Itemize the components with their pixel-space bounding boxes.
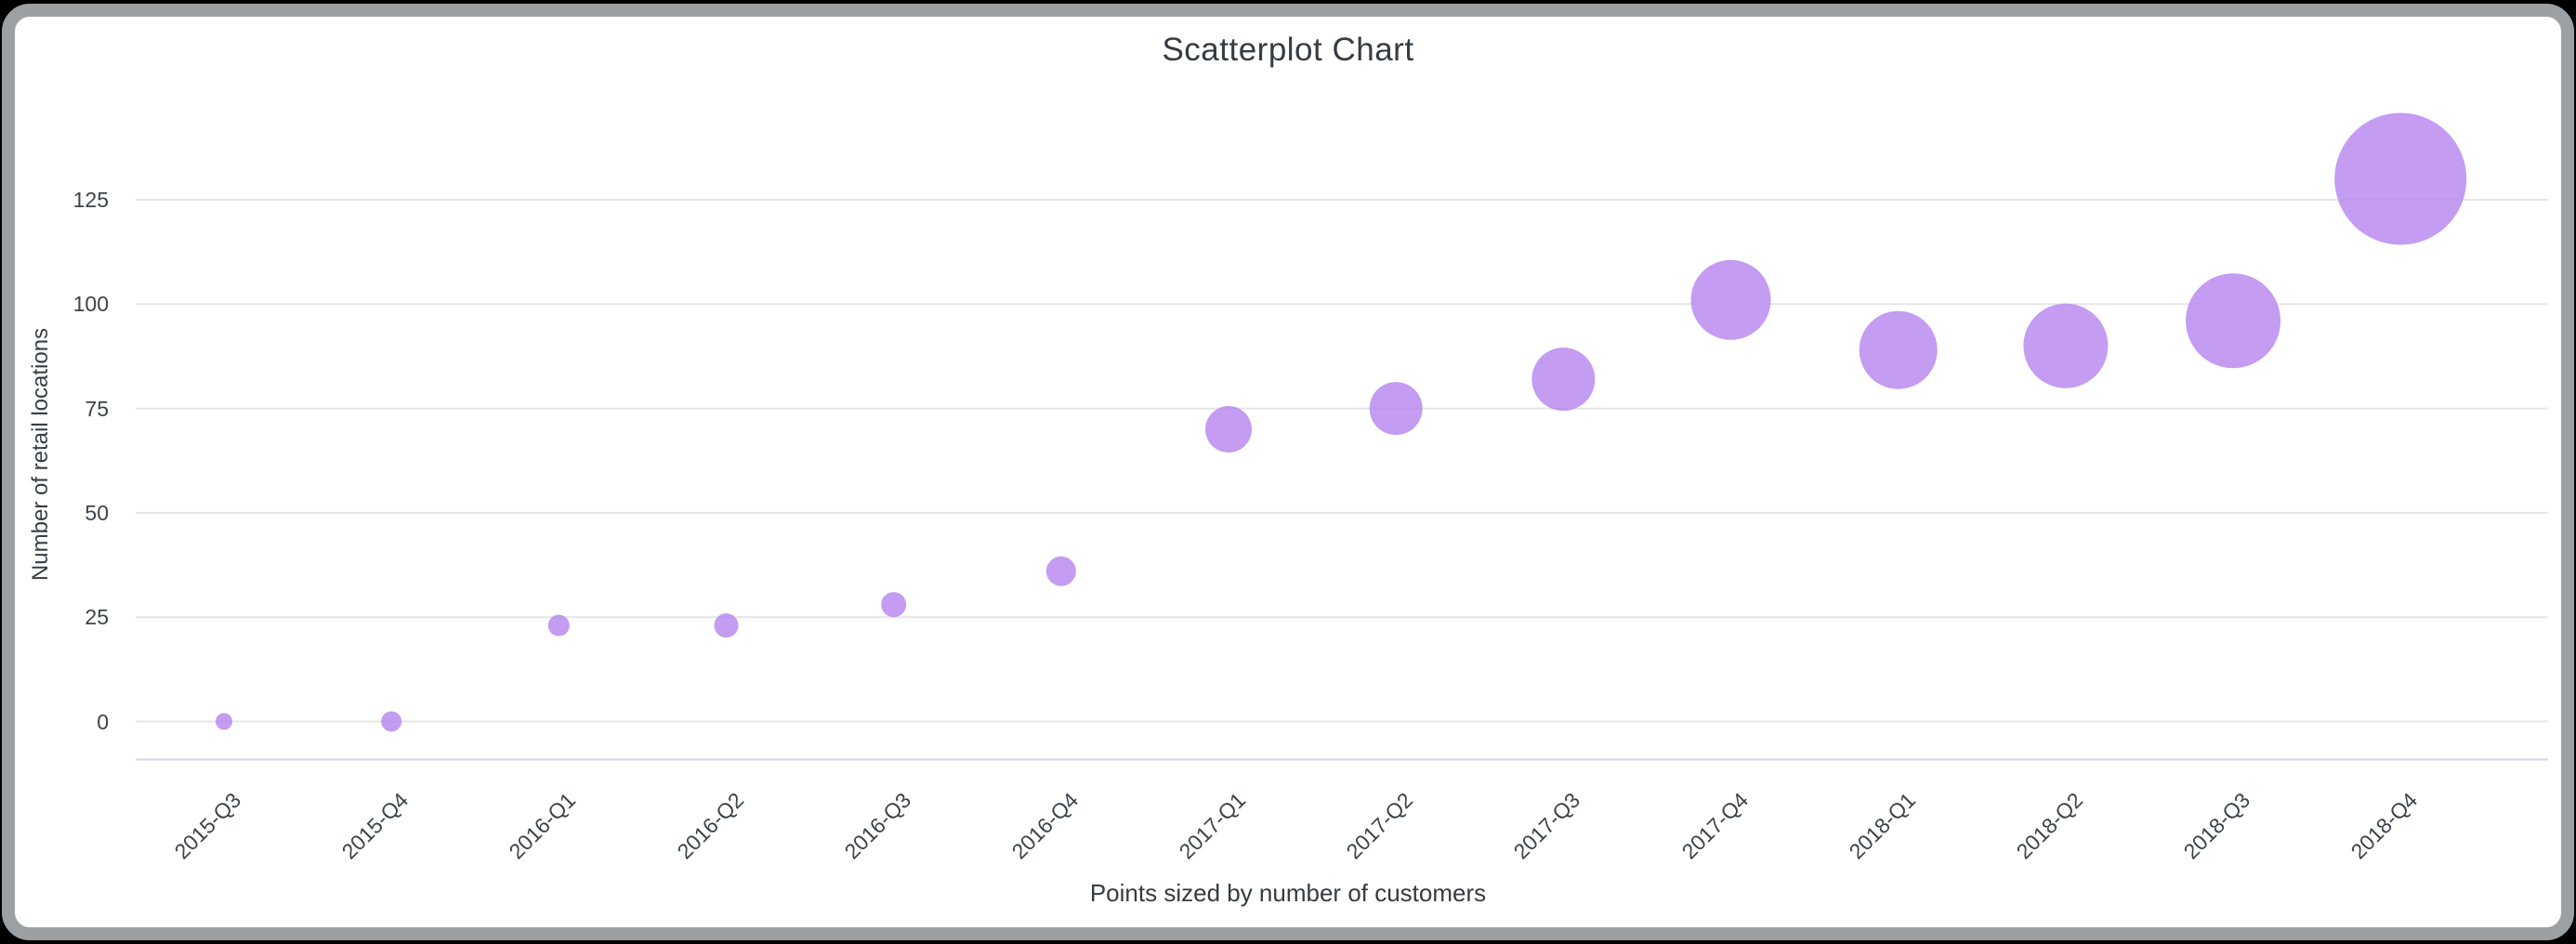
y-tick-label-50: 50 bbox=[85, 500, 109, 525]
bubble-2016-Q2[interactable] bbox=[714, 613, 739, 638]
bubble-2018-Q3[interactable] bbox=[2186, 273, 2281, 369]
bubble-2018-Q4[interactable] bbox=[2334, 112, 2467, 245]
y-tick-label-25: 25 bbox=[85, 605, 109, 630]
bubble-2016-Q4[interactable] bbox=[1045, 556, 1076, 586]
y-tick-label-125: 125 bbox=[72, 187, 109, 212]
bubble-2018-Q2[interactable] bbox=[2023, 303, 2109, 388]
chart-caption: Points sized by number of customers bbox=[1089, 879, 1487, 907]
chart-card bbox=[2, 4, 2574, 940]
bubble-2016-Q1[interactable] bbox=[547, 614, 570, 636]
y-tick-label-100: 100 bbox=[72, 292, 109, 317]
bubble-2018-Q1[interactable] bbox=[1859, 310, 1938, 389]
bubble-2017-Q3[interactable] bbox=[1531, 347, 1596, 412]
bubble-2015-Q4[interactable] bbox=[381, 711, 402, 732]
y-tick-label-75: 75 bbox=[85, 396, 109, 421]
bubble-2017-Q2[interactable] bbox=[1369, 382, 1423, 436]
bubble-2017-Q4[interactable] bbox=[1690, 259, 1771, 340]
bubble-2017-Q1[interactable] bbox=[1205, 406, 1253, 453]
bubble-2016-Q3[interactable] bbox=[881, 592, 907, 618]
page-title: Scatterplot Chart bbox=[1162, 32, 1414, 68]
y-tick-label-0: 0 bbox=[97, 709, 109, 734]
bubble-2015-Q3[interactable] bbox=[216, 713, 232, 730]
